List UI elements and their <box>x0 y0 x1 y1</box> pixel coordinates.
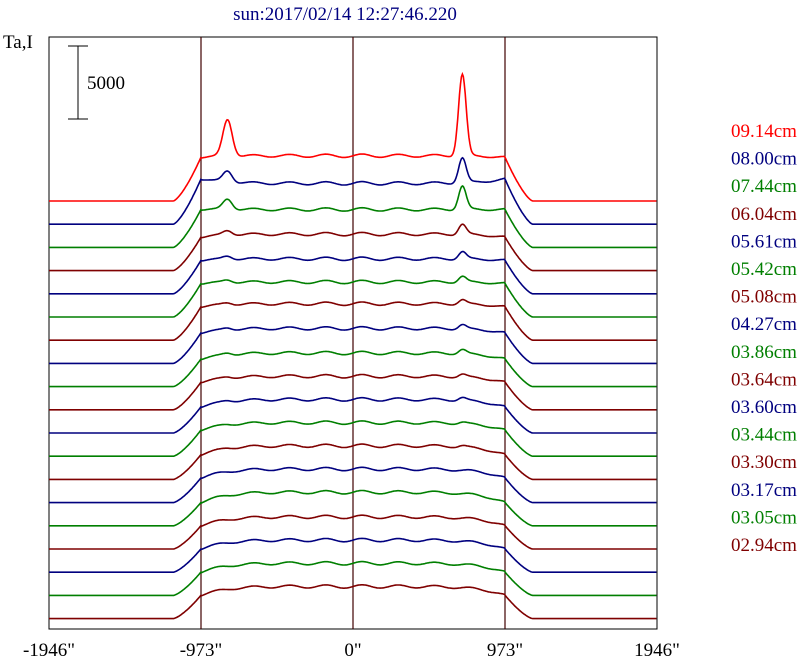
series-line-13 <box>49 466 657 504</box>
series-line-10 <box>49 396 657 434</box>
y-axis-label: Ta,I <box>3 32 33 53</box>
legend-item-8: 03.86cm <box>731 342 797 363</box>
series-line-0 <box>49 71 657 202</box>
legend-item-13: 03.17cm <box>731 480 797 501</box>
series-line-17 <box>49 560 657 597</box>
series-line-2 <box>49 185 657 249</box>
x-tick-labels: -1946" -973" 0" 973" 1946" <box>23 640 680 661</box>
series-line-11 <box>49 420 657 457</box>
legend-item-4: 05.61cm <box>731 231 797 252</box>
series-lines <box>49 71 657 620</box>
x-tick-label-3: 973" <box>487 640 523 661</box>
legend-item-11: 03.44cm <box>731 425 797 446</box>
series-line-4 <box>49 250 657 295</box>
series-line-3 <box>49 223 657 272</box>
scale-bar: 5000 <box>68 45 125 120</box>
series-line-18 <box>49 584 657 620</box>
series-line-5 <box>49 275 657 318</box>
legend-item-1: 08.00cm <box>731 149 797 170</box>
legend-item-5: 05.42cm <box>731 259 797 280</box>
legend-item-14: 03.05cm <box>731 507 797 528</box>
series-line-12 <box>49 443 657 481</box>
x-tick-label-4: 1946" <box>634 640 680 661</box>
series-line-9 <box>49 373 657 411</box>
x-tick-label-0: -1946" <box>23 640 75 661</box>
chart-title: sun:2017/02/14 12:27:46.220 <box>233 4 457 25</box>
legend-item-2: 07.44cm <box>731 176 797 197</box>
legend-item-9: 03.64cm <box>731 369 797 390</box>
legend-item-0: 09.14cm <box>731 121 797 142</box>
legend: 09.14cm 08.00cm 07.44cm 06.04cm 05.61cm 05.42… <box>731 121 797 556</box>
x-tick-label-1: -973" <box>180 640 223 661</box>
legend-item-10: 03.60cm <box>731 397 797 418</box>
series-line-16 <box>49 537 657 573</box>
x-tick-label-2: 0" <box>344 640 361 661</box>
legend-item-3: 06.04cm <box>731 204 797 225</box>
series-line-6 <box>49 298 657 341</box>
legend-item-7: 04.27cm <box>731 314 797 335</box>
scale-bar-label: 5000 <box>87 73 125 94</box>
series-line-14 <box>49 489 657 527</box>
legend-item-12: 03.30cm <box>731 452 797 473</box>
legend-item-15: 02.94cm <box>731 535 797 556</box>
series-line-1 <box>49 156 657 225</box>
series-line-7 <box>49 323 657 365</box>
series-line-15 <box>49 514 657 550</box>
legend-item-6: 05.08cm <box>731 287 797 308</box>
series-line-8 <box>49 348 657 388</box>
